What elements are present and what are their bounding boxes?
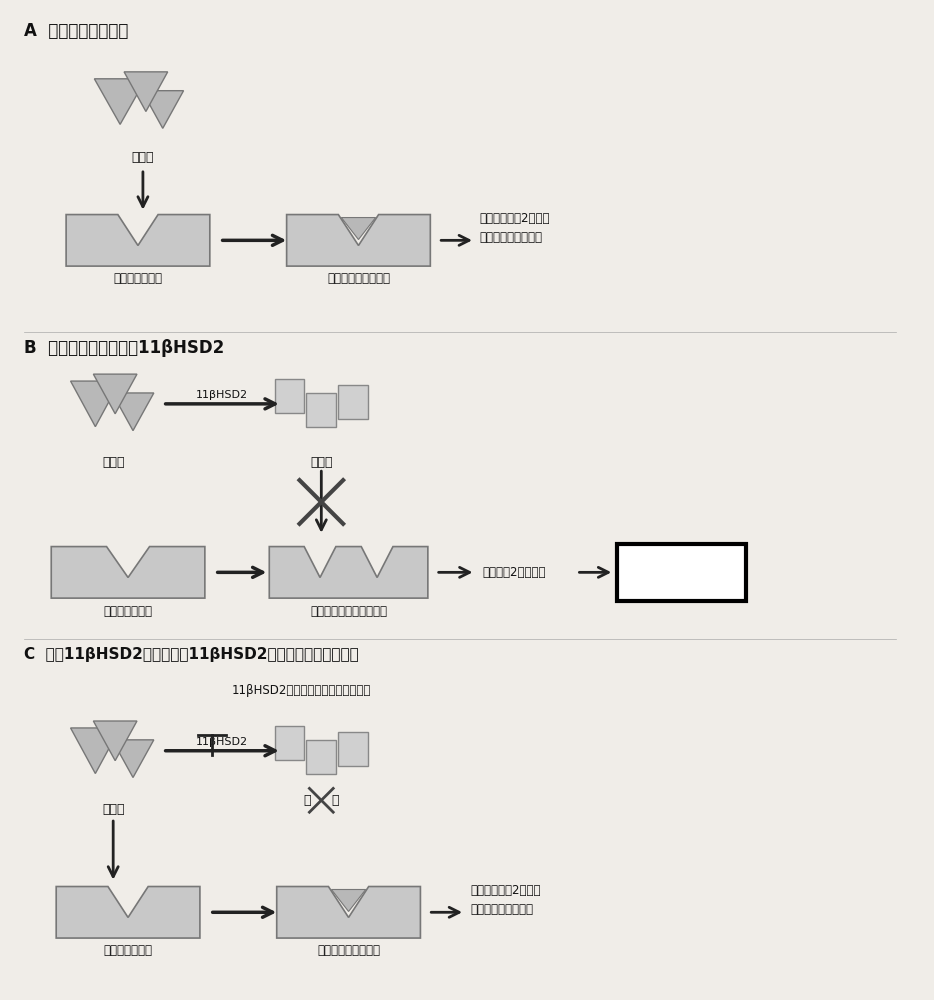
Bar xyxy=(338,732,368,766)
Text: 激活糖皮质激素受体: 激活糖皮质激素受体 xyxy=(327,272,390,285)
Text: 可的松: 可的松 xyxy=(310,456,333,469)
Text: 皮质醇: 皮质醇 xyxy=(132,151,154,164)
Bar xyxy=(275,379,304,413)
Text: 皮质醇: 皮质醇 xyxy=(102,803,124,816)
Text: 糖皮质激素受体: 糖皮质激素受体 xyxy=(113,272,163,285)
Polygon shape xyxy=(142,91,184,128)
Polygon shape xyxy=(71,728,120,774)
Polygon shape xyxy=(66,215,210,266)
Bar xyxy=(275,726,304,760)
Text: C  使用11βHSD2抑制剂处理11βHSD2过度表达的结直肠细胞: C 使用11βHSD2抑制剂处理11βHSD2过度表达的结直肠细胞 xyxy=(24,647,359,662)
Bar xyxy=(338,385,368,419)
Polygon shape xyxy=(124,72,168,111)
Text: 不能激活糖皮质激素受体: 不能激活糖皮质激素受体 xyxy=(310,605,387,618)
FancyBboxPatch shape xyxy=(617,544,746,601)
Polygon shape xyxy=(94,79,146,124)
Polygon shape xyxy=(56,887,200,938)
Polygon shape xyxy=(51,547,205,598)
Polygon shape xyxy=(276,887,420,938)
Text: 11βHSD2: 11βHSD2 xyxy=(196,390,248,400)
Text: 皮质醇: 皮质醇 xyxy=(102,456,124,469)
Text: B  结直肠细胞过度表达11βHSD2: B 结直肠细胞过度表达11βHSD2 xyxy=(24,339,224,357)
Text: 糖皮质激素受体: 糖皮质激素受体 xyxy=(104,605,152,618)
Polygon shape xyxy=(287,215,431,266)
Text: 环氧合酶2表达增加: 环氧合酶2表达增加 xyxy=(482,566,545,579)
Text: 激活糖皮质激素受体: 激活糖皮质激素受体 xyxy=(317,944,380,957)
Text: 抑制环氧合酶2的表达
及其引起的其它反应: 抑制环氧合酶2的表达 及其引起的其它反应 xyxy=(480,212,550,244)
Text: 11βHSD2抑制剂（姜黄素类化合物）: 11βHSD2抑制剂（姜黄素类化合物） xyxy=(232,684,371,697)
Polygon shape xyxy=(332,889,366,911)
Polygon shape xyxy=(269,547,428,598)
Polygon shape xyxy=(112,740,154,778)
Text: 糖皮质激素受体: 糖皮质激素受体 xyxy=(104,944,152,957)
Text: 抑制环氧合酶2的表达
及其引起的其它反应: 抑制环氧合酶2的表达 及其引起的其它反应 xyxy=(470,884,541,916)
Text: 松: 松 xyxy=(332,794,339,807)
Text: 结直肠癌形成: 结直肠癌形成 xyxy=(659,566,704,579)
Polygon shape xyxy=(93,721,137,761)
Text: 11βHSD2: 11βHSD2 xyxy=(196,737,248,747)
Bar xyxy=(306,393,336,427)
Text: 可: 可 xyxy=(304,794,311,807)
Polygon shape xyxy=(112,393,154,431)
Bar xyxy=(306,740,336,774)
Polygon shape xyxy=(341,218,375,240)
Text: A  正常的结直肠细胞: A 正常的结直肠细胞 xyxy=(24,22,128,40)
Polygon shape xyxy=(93,374,137,414)
Polygon shape xyxy=(71,381,120,427)
